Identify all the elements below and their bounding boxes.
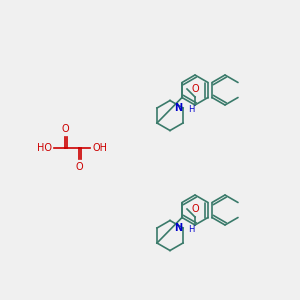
Text: N: N xyxy=(174,103,182,113)
Text: O: O xyxy=(191,84,199,94)
Text: HO: HO xyxy=(37,143,52,153)
Text: H: H xyxy=(188,106,194,115)
Text: O: O xyxy=(61,124,69,134)
Text: O: O xyxy=(191,204,199,214)
Text: O: O xyxy=(75,162,83,172)
Text: H: H xyxy=(188,226,194,235)
Text: N: N xyxy=(174,223,182,233)
Text: OH: OH xyxy=(92,143,107,153)
